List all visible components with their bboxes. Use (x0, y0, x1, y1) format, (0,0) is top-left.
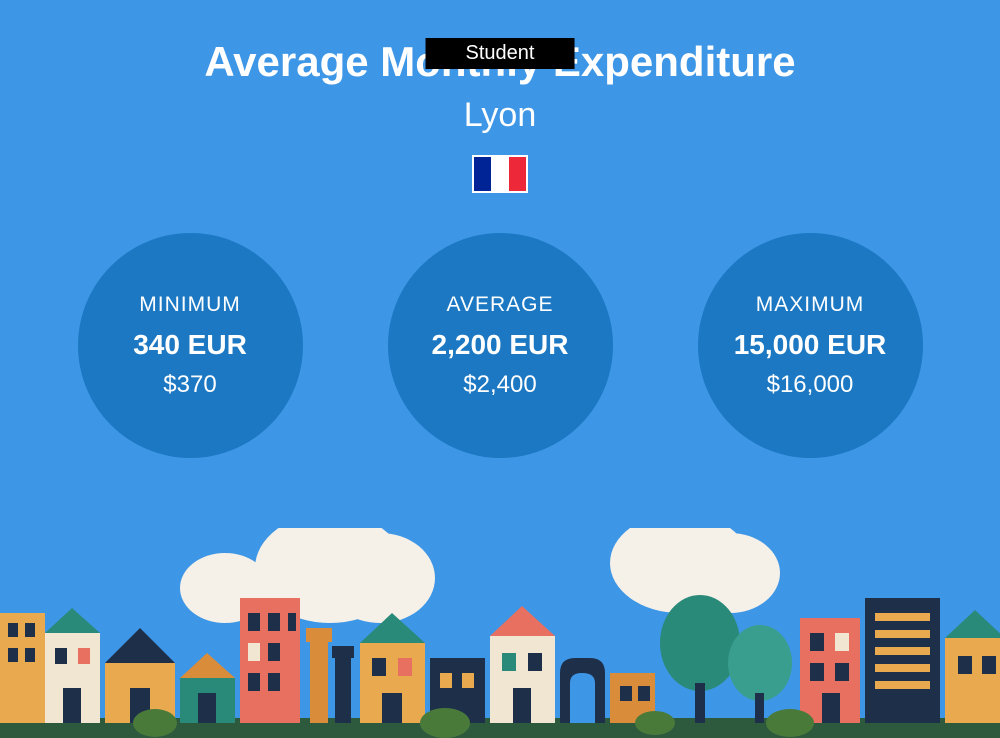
stat-label: AVERAGE (447, 293, 554, 317)
flag-stripe-blue (474, 157, 491, 191)
stat-value: 340 EUR (133, 329, 247, 361)
flag-stripe-white (491, 157, 508, 191)
flag-stripe-red (509, 157, 526, 191)
stat-circles: MINIMUM 340 EUR $370 AVERAGE 2,200 EUR $… (0, 233, 1000, 458)
stat-circle-minimum: MINIMUM 340 EUR $370 (78, 233, 303, 458)
stat-secondary: $370 (163, 371, 216, 399)
stat-secondary: $2,400 (463, 371, 536, 399)
stat-circle-maximum: MAXIMUM 15,000 EUR $16,000 (698, 233, 923, 458)
stat-label: MINIMUM (139, 293, 240, 317)
stat-label: MAXIMUM (756, 293, 865, 317)
stat-value: 15,000 EUR (734, 329, 887, 361)
city-illustration (0, 528, 1000, 738)
stat-value: 2,200 EUR (432, 329, 569, 361)
stat-secondary: $16,000 (767, 371, 854, 399)
city-name: Lyon (0, 96, 1000, 135)
student-badge: Student (426, 38, 575, 69)
country-flag (472, 155, 528, 193)
stat-circle-average: AVERAGE 2,200 EUR $2,400 (388, 233, 613, 458)
